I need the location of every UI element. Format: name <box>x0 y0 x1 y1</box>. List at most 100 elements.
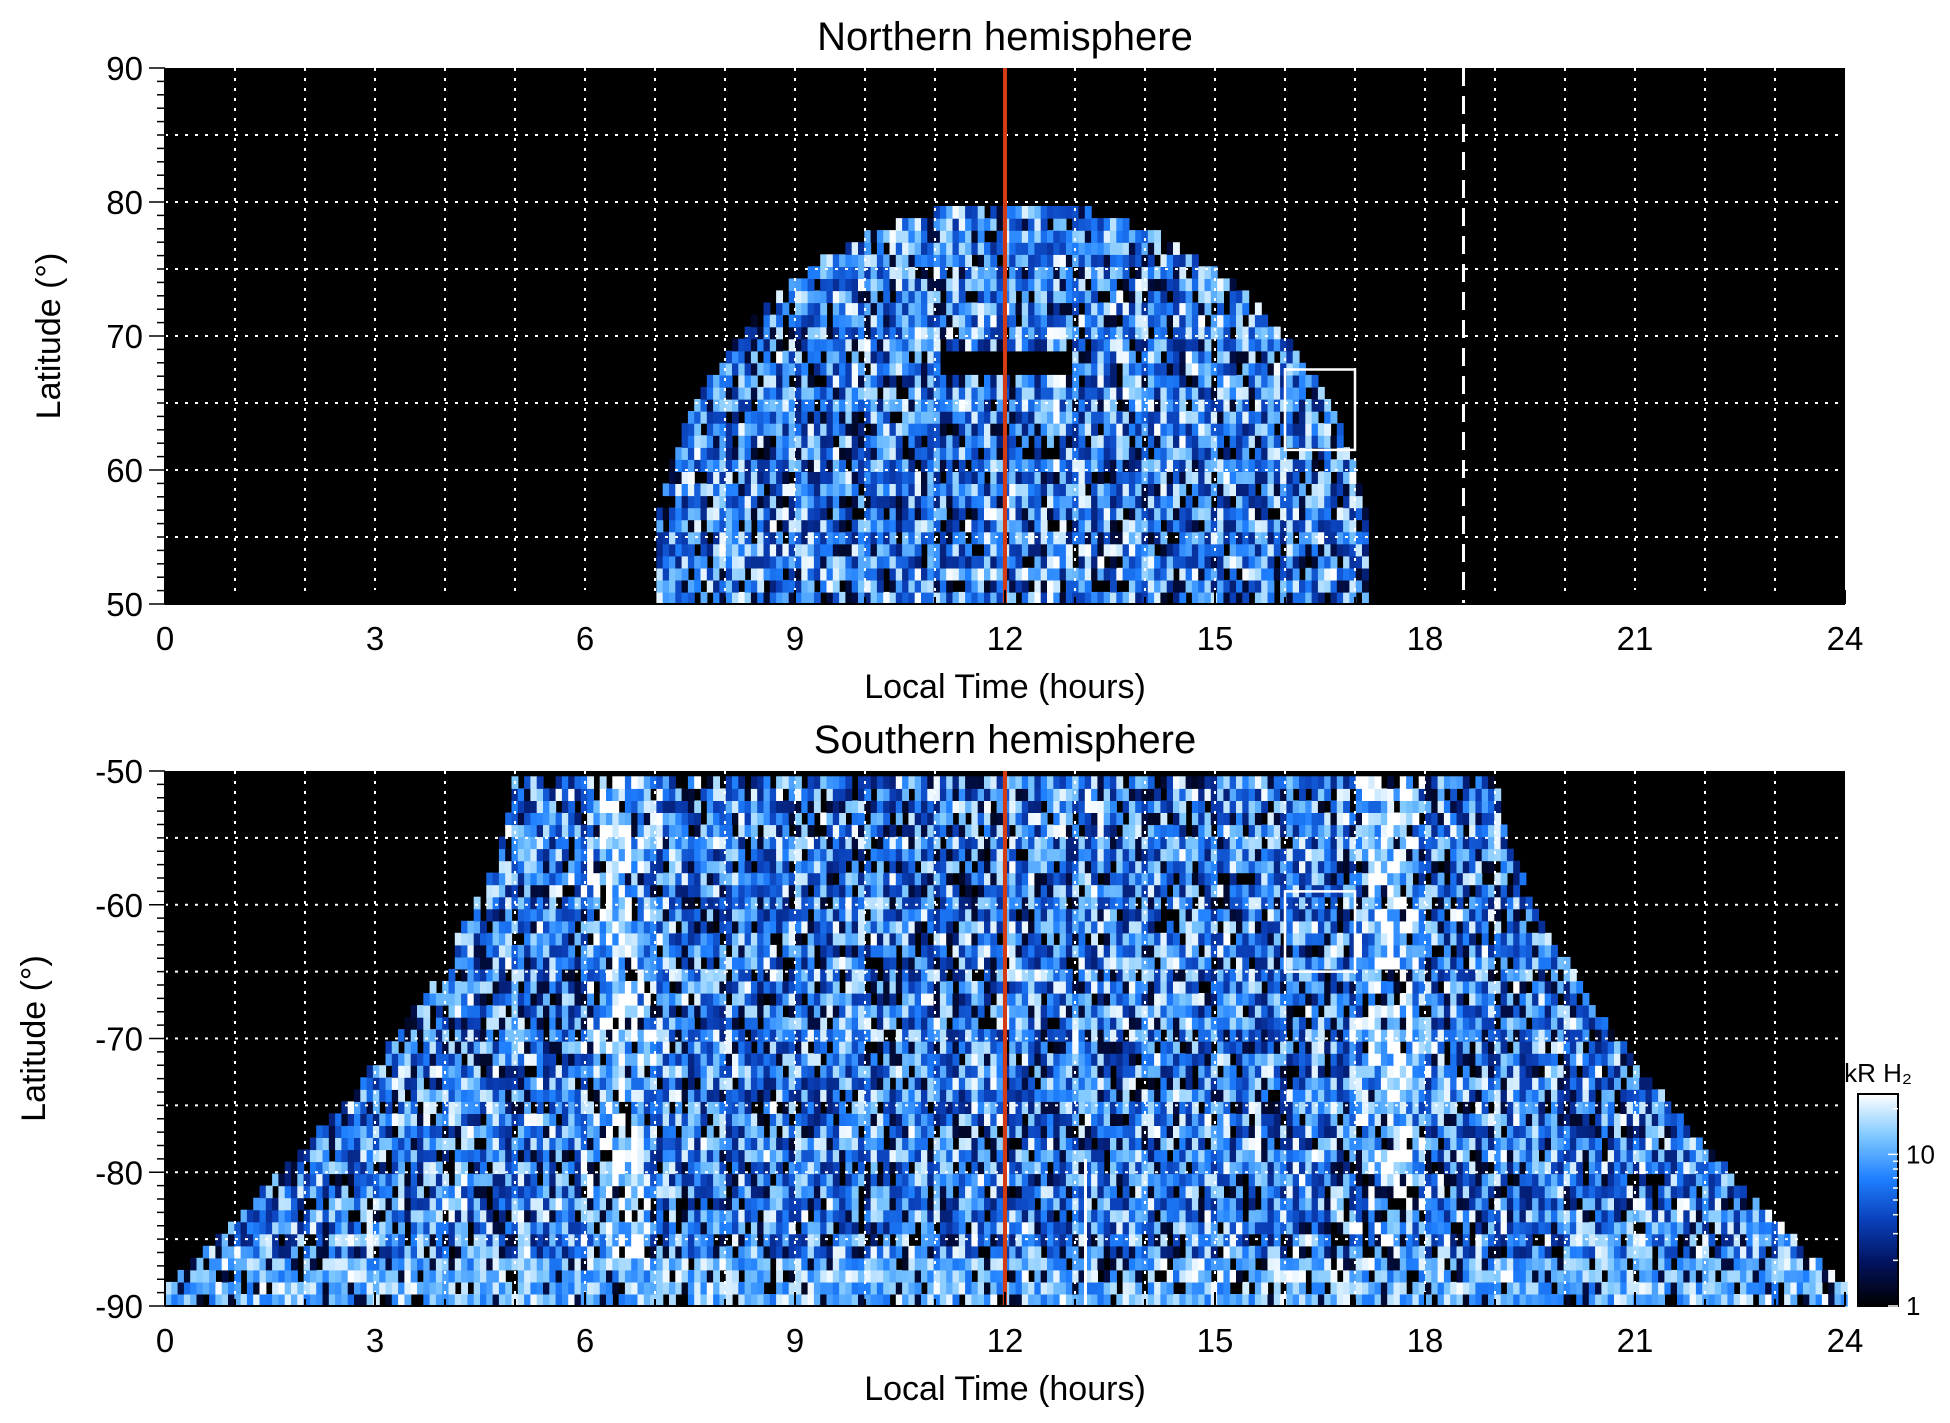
emission-cell <box>776 447 783 460</box>
emission-cell <box>1254 374 1262 388</box>
emission-cell <box>902 411 909 424</box>
emission-cell <box>971 218 979 231</box>
emission-cell <box>820 1233 828 1247</box>
emission-cell <box>895 1221 903 1235</box>
emission-cell <box>1254 1269 1262 1283</box>
emission-cell <box>687 555 695 569</box>
emission-cell <box>870 435 878 448</box>
emission-cell <box>1311 435 1319 448</box>
emission-cell <box>1053 218 1061 231</box>
emission-cell <box>1078 218 1086 231</box>
emission-cell <box>1336 519 1344 533</box>
emission-cell <box>807 338 815 352</box>
emission-cell <box>228 1281 235 1295</box>
emission-cell <box>858 1257 865 1271</box>
emission-cell <box>1147 230 1155 243</box>
emission-cell <box>1097 302 1105 316</box>
emission-cell <box>341 1197 349 1211</box>
emission-cell <box>845 1209 853 1223</box>
emission-cell <box>914 1245 922 1259</box>
emission-cell <box>1091 567 1098 581</box>
emission-cell <box>795 1185 802 1199</box>
emission-cell <box>713 1294 720 1307</box>
emission-cell <box>1198 386 1206 400</box>
emission-cell <box>826 362 834 376</box>
emission-cell <box>1097 326 1105 340</box>
emission-cell <box>1147 495 1155 509</box>
emission-cell <box>939 543 947 557</box>
emission-cell <box>1047 591 1054 605</box>
emission-cell <box>1147 278 1155 292</box>
emission-cell <box>706 423 714 436</box>
emission-cell <box>1021 1221 1029 1235</box>
emission-cell <box>870 266 878 279</box>
emission-cell <box>1191 507 1199 521</box>
emission-cell <box>1286 1197 1294 1211</box>
emission-cell <box>675 579 683 593</box>
emission-cell <box>1639 1257 1647 1271</box>
emission-cell <box>876 555 884 569</box>
emission-cell <box>1248 338 1256 352</box>
emission-cell <box>788 362 796 376</box>
emission-cell <box>1236 543 1243 557</box>
emission-cell <box>687 543 695 557</box>
emission-cell <box>990 567 998 581</box>
emission-cell <box>549 1281 557 1295</box>
emission-cell <box>1204 1245 1212 1259</box>
emission-cell <box>1122 326 1130 340</box>
emission-cell <box>750 1209 758 1223</box>
emission-cell <box>820 326 828 340</box>
emission-cell <box>738 1257 746 1271</box>
emission-cell <box>1034 483 1042 497</box>
emission-cell <box>253 1209 261 1223</box>
emission-cell <box>1551 1197 1558 1211</box>
emission-cell <box>291 1257 298 1271</box>
emission-cell <box>883 399 891 412</box>
emission-cell <box>1242 399 1250 412</box>
emission-cell <box>902 471 909 484</box>
emission-cell <box>965 338 972 352</box>
emission-cell <box>1154 411 1161 424</box>
emission-cell <box>1128 555 1136 569</box>
emission-cell <box>700 399 708 412</box>
emission-cell <box>454 1209 462 1223</box>
emission-cell <box>902 278 909 292</box>
emission-cell <box>637 1245 645 1259</box>
emission-cell <box>946 218 954 231</box>
emission-cell <box>530 1185 538 1199</box>
emission-cell <box>1343 1269 1350 1283</box>
emission-cell <box>1179 350 1187 364</box>
emission-cell <box>1091 459 1098 472</box>
emission-cell <box>977 411 985 424</box>
emission-cell <box>801 1294 809 1307</box>
emission-cell <box>902 519 909 533</box>
emission-cell <box>908 314 916 328</box>
emission-cell <box>694 567 702 581</box>
emission-cell <box>1047 1209 1054 1223</box>
emission-cell <box>1758 1245 1766 1259</box>
emission-cell <box>744 591 752 605</box>
emission-cell <box>1563 1245 1571 1259</box>
emission-cell <box>1135 471 1143 484</box>
emission-cell <box>1204 302 1212 316</box>
emission-cell <box>1191 1281 1199 1295</box>
emission-cell <box>1091 290 1098 304</box>
emission-cell <box>1191 314 1199 328</box>
emission-cell <box>1009 338 1017 352</box>
emission-cell <box>1185 579 1193 593</box>
emission-cell <box>719 555 727 569</box>
emission-cell <box>1223 495 1231 509</box>
emission-cell <box>272 1221 279 1235</box>
emission-cell <box>1544 1257 1552 1271</box>
emission-cell <box>984 567 991 581</box>
emission-cell <box>656 1245 664 1259</box>
emission-cell <box>1185 567 1193 581</box>
emission-cell <box>782 1197 790 1211</box>
emission-cell <box>1009 543 1017 557</box>
emission-cell <box>1154 567 1161 581</box>
emission-cell <box>1160 555 1168 569</box>
emission-cell <box>1135 555 1143 569</box>
emission-cell <box>858 435 865 448</box>
emission-cell <box>1217 326 1224 340</box>
emission-cell <box>1191 338 1199 352</box>
